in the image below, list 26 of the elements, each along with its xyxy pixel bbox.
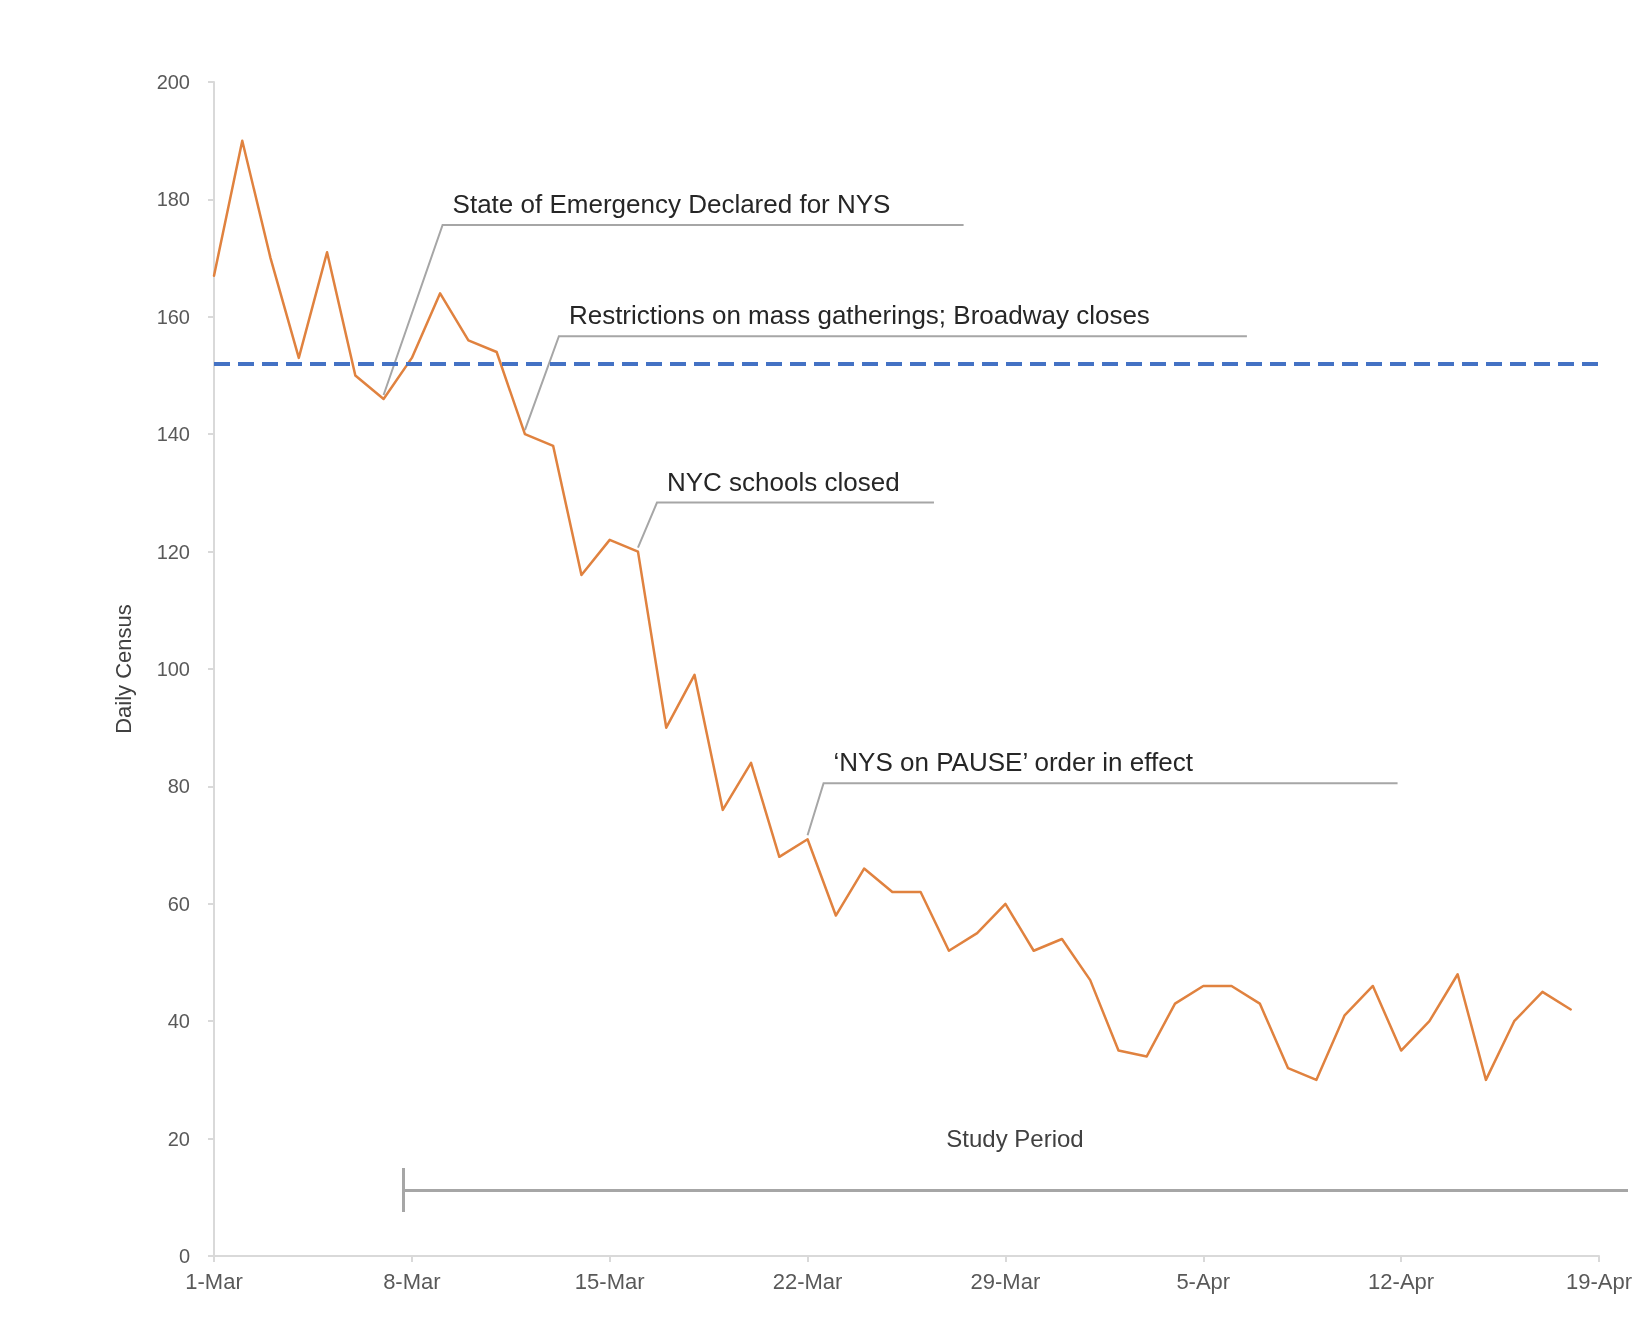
y-tick-label: 60 (167, 892, 190, 915)
y-tick-label: 80 (167, 775, 190, 798)
x-tick-label: 15-Mar (574, 1268, 645, 1294)
annotation: Restrictions on mass gatherings; Broadway closes (568, 300, 1150, 331)
y-tick-label: 180 (156, 188, 190, 211)
x-tick-label: 19-Apr (1565, 1268, 1633, 1294)
y-axis-title: Daily Census (110, 604, 136, 734)
y-tick-label: 0 (178, 1245, 190, 1267)
annotation: NYC schools closed (666, 466, 900, 497)
x-tick-label: 22-Mar (772, 1268, 843, 1294)
annotation: ‘NYS on PAUSE’ order in effect (833, 747, 1194, 778)
y-tick-label: 20 (167, 1127, 190, 1150)
y-tick-label: 200 (156, 71, 190, 93)
x-tick-label: 1-Mar (185, 1268, 243, 1294)
x-tick-label: 12-Apr (1368, 1268, 1435, 1294)
y-tick-label: 100 (156, 658, 190, 680)
x-tick-label: 5-Apr (1176, 1268, 1231, 1294)
x-tick-label: 8-Mar (383, 1268, 441, 1294)
y-tick-label: 120 (156, 540, 190, 563)
x-tick-label: 29-Mar (970, 1268, 1041, 1294)
y-tick-label: 140 (156, 423, 190, 446)
y-tick-label: 160 (156, 305, 190, 328)
line-series (212, 139, 1572, 1082)
y-tick-label: 40 (167, 1010, 190, 1033)
annotation: State of Emergency Declared for NYS (452, 188, 891, 219)
annotation: Study Period (946, 1124, 1084, 1152)
